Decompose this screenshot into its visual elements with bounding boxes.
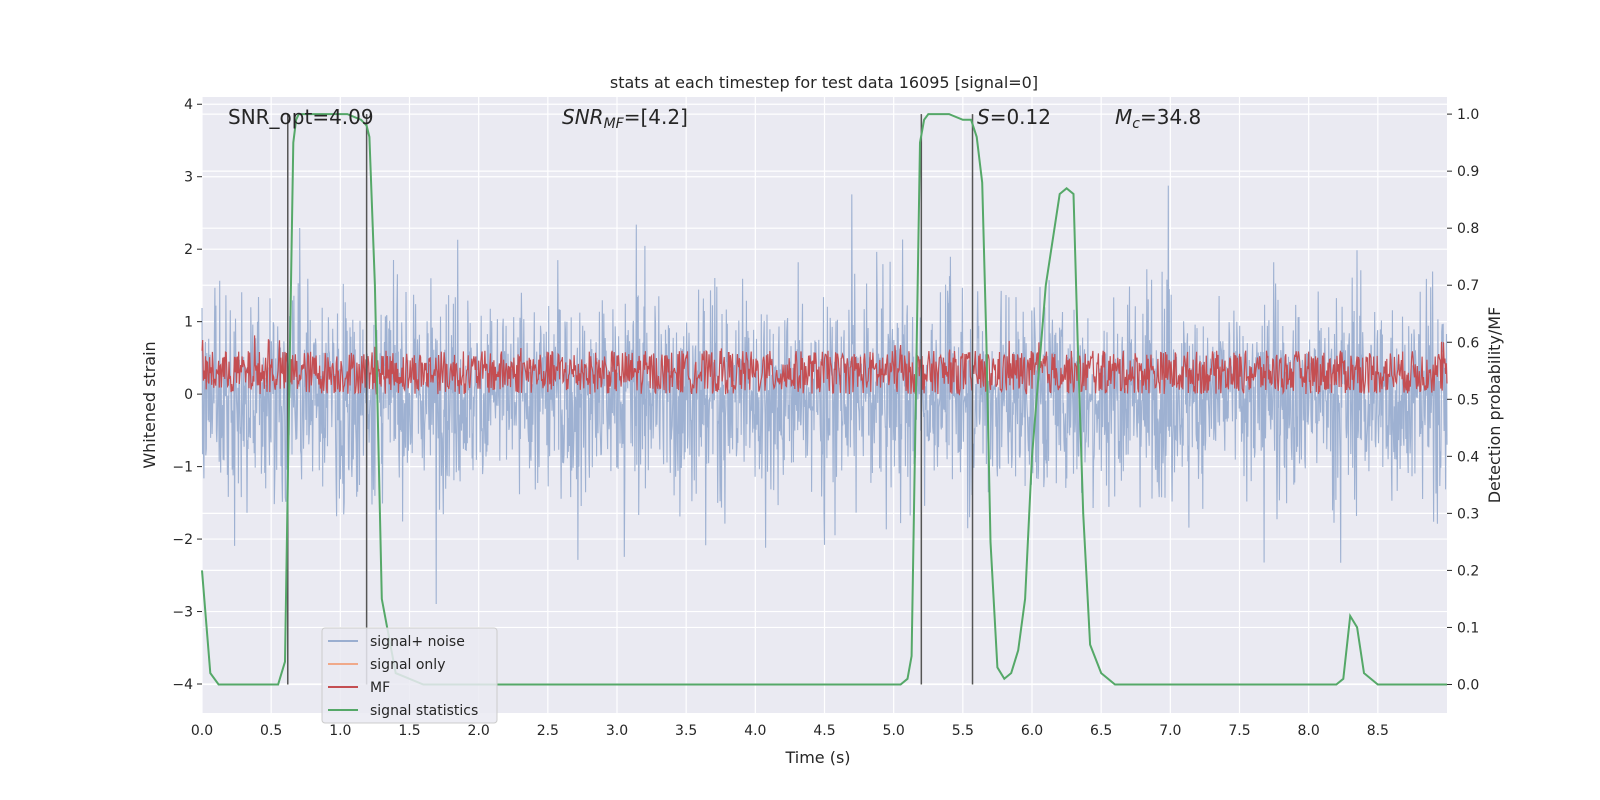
annotation-s-main: S bbox=[977, 105, 990, 129]
y-axis-right-label: Detection probability/MF bbox=[1485, 307, 1504, 504]
signal-statistics-series bbox=[201, 113, 1447, 686]
y-axis-right-ticks: 0.0 0.1 0.2 0.3 0.4 0.5 0.6 0.7 0.8 0.9 1.0 bbox=[1447, 107, 1479, 693]
annotation-s-rest: =0.12 bbox=[990, 105, 1051, 129]
y-right-tick-label: 0.9 bbox=[1457, 164, 1479, 180]
y-right-tick-label: 0.8 bbox=[1457, 221, 1479, 237]
y-right-tick-label: 0.0 bbox=[1457, 677, 1479, 693]
annotation-mc-rest: =34.8 bbox=[1140, 105, 1201, 129]
x-tick-label: 4.5 bbox=[813, 723, 835, 739]
x-tick-label: 6.5 bbox=[1090, 723, 1112, 739]
x-tick-label: 2.0 bbox=[468, 723, 490, 739]
detection-vertical-lines bbox=[287, 114, 974, 685]
y-right-tick-label: 0.2 bbox=[1457, 563, 1479, 579]
annotation-mc-main: M bbox=[1115, 105, 1132, 129]
y-right-tick-label: 0.5 bbox=[1457, 392, 1479, 408]
x-tick-label: 1.5 bbox=[398, 723, 420, 739]
x-tick-label: 6.0 bbox=[1021, 723, 1043, 739]
signal-noise-line bbox=[201, 185, 1448, 605]
x-tick-label: 4.0 bbox=[744, 723, 766, 739]
annotation-mc: Mc=34.8 bbox=[1115, 105, 1201, 132]
x-tick-label: 1.0 bbox=[329, 723, 351, 739]
annotation-snr-mf-rest: =[4.2] bbox=[624, 105, 688, 129]
signal-statistics-line bbox=[201, 113, 1447, 686]
x-tick-label: 7.5 bbox=[1228, 723, 1250, 739]
x-tick-label: 0.0 bbox=[191, 723, 213, 739]
x-tick-label: 3.0 bbox=[606, 723, 628, 739]
y-axis-left-ticks: −4 −3 −2 −1 0 1 2 3 4 bbox=[172, 97, 202, 693]
legend-label-signal-only: signal only bbox=[370, 657, 445, 673]
legend-label-mf: MF bbox=[370, 680, 390, 696]
y-right-tick-label: 0.6 bbox=[1457, 335, 1479, 351]
y-left-tick-label: 1 bbox=[184, 315, 193, 331]
x-tick-label: 8.0 bbox=[1298, 723, 1320, 739]
y-left-tick-label: −1 bbox=[172, 460, 193, 476]
y-right-tick-label: 0.7 bbox=[1457, 278, 1479, 294]
y-left-tick-label: 2 bbox=[184, 242, 193, 258]
annotation-snr-opt: SNR_opt=4.09 bbox=[228, 105, 374, 129]
x-tick-label: 3.5 bbox=[675, 723, 697, 739]
y-right-tick-label: 0.4 bbox=[1457, 449, 1479, 465]
y-axis-left-label: Whitened strain bbox=[140, 341, 159, 468]
annotation-snr-mf-main: SNR bbox=[562, 105, 604, 129]
annotation-snr-mf-sub: MF bbox=[604, 116, 625, 132]
x-axis-ticks: 0.0 0.5 1.0 1.5 2.0 2.5 3.0 3.5 4.0 4.5 5.0 5.5 6.0 6… bbox=[191, 723, 1389, 739]
y-left-tick-label: −3 bbox=[172, 605, 193, 621]
x-tick-label: 5.5 bbox=[952, 723, 974, 739]
y-right-tick-label: 1.0 bbox=[1457, 107, 1479, 123]
y-right-tick-label: 0.1 bbox=[1457, 620, 1479, 636]
y-left-tick-label: −2 bbox=[172, 532, 193, 548]
mf-series bbox=[201, 335, 1448, 396]
signal-noise-series bbox=[201, 185, 1448, 605]
annotation-mc-sub: c bbox=[1132, 116, 1140, 132]
chart-title: stats at each timestep for test data 160… bbox=[610, 73, 1038, 92]
y-left-tick-label: 4 bbox=[184, 97, 193, 113]
x-tick-label: 0.5 bbox=[260, 723, 282, 739]
annotation-s: S=0.12 bbox=[977, 105, 1051, 129]
x-tick-label: 2.5 bbox=[537, 723, 559, 739]
y-left-tick-label: 3 bbox=[184, 170, 193, 186]
mf-line bbox=[201, 335, 1448, 396]
annotation-snr-mf: SNRMF=[4.2] bbox=[562, 105, 688, 132]
legend: signal+ noise signal only MF signal stat… bbox=[321, 627, 498, 724]
y-left-tick-label: 0 bbox=[184, 387, 193, 403]
x-tick-label: 5.0 bbox=[883, 723, 905, 739]
legend-box bbox=[321, 627, 498, 724]
legend-label-signal-statistics: signal statistics bbox=[370, 703, 478, 719]
x-tick-label: 8.5 bbox=[1367, 723, 1389, 739]
x-axis-label: Time (s) bbox=[784, 748, 850, 767]
x-tick-label: 7.0 bbox=[1159, 723, 1181, 739]
y-left-tick-label: −4 bbox=[172, 677, 193, 693]
y-right-tick-label: 0.3 bbox=[1457, 506, 1479, 522]
legend-label-signal-noise: signal+ noise bbox=[370, 634, 465, 650]
